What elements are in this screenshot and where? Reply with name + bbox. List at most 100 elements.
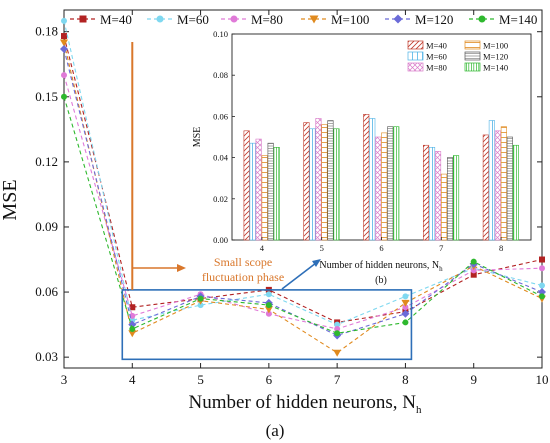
main-series-lines [60, 17, 546, 357]
bar [393, 126, 400, 241]
inset-y-tick-label: 0.00 [213, 235, 228, 245]
main-x-axis-label: Number of hidden neurons, Nh [189, 392, 422, 416]
inset-legend-swatch [407, 51, 424, 61]
legend-item-m-60: M=60 [147, 12, 209, 27]
data-point-marker [197, 295, 204, 302]
bar [267, 142, 274, 241]
main-x-axis-label-subscript: h [416, 404, 422, 416]
bar [321, 124, 328, 241]
data-point-marker [333, 349, 342, 357]
main-x-tick-label: 4 [129, 372, 136, 387]
main-x-tick-label: 6 [266, 372, 273, 387]
highlight-box [121, 289, 413, 361]
bar [452, 155, 460, 241]
data-point-marker [539, 256, 545, 263]
inset-legend-label: M=140 [483, 63, 508, 73]
data-point-marker [539, 293, 545, 300]
inset-x-tick-label: 7 [439, 243, 443, 253]
main-y-tick-label: 0.18 [35, 24, 58, 39]
bar [315, 118, 322, 241]
inset-legend-item-m-60: M=60 [407, 51, 447, 62]
bar [482, 134, 489, 241]
bar [488, 120, 495, 241]
inset-x-axis-label: Number of hidden neurons, Nh [319, 260, 443, 273]
bar-group-6 [363, 114, 400, 241]
data-point-marker [538, 288, 546, 297]
inset-x-tick-label: 8 [499, 243, 503, 253]
data-point-marker [401, 299, 410, 307]
data-point-marker [264, 306, 273, 314]
bar [434, 151, 442, 241]
inset-axis-ticks: 0.00 0.02 0.04 0.06 0.08 0.10 4 5 6 7 8 [213, 29, 503, 253]
data-point-marker [60, 39, 68, 47]
data-point-marker [470, 258, 477, 265]
data-point-marker [393, 14, 403, 24]
inset-legend-item-m-140: M=140 [464, 62, 508, 73]
data-point-marker [334, 325, 341, 332]
bar [428, 147, 436, 241]
data-point-marker [401, 309, 410, 318]
bar [261, 155, 268, 241]
inset-y-tick-label: 0.10 [213, 29, 228, 39]
inset-y-tick-label: 0.02 [213, 194, 228, 204]
data-point-marker [470, 267, 477, 274]
inset-y-axis-label: MSE [192, 127, 203, 148]
legend-item-m-120: M=120 [385, 12, 453, 27]
inset-y-tick-label: 0.06 [213, 111, 228, 121]
inset-legend-item-m-40: M=40 [407, 41, 447, 51]
inset-legend-swatch [464, 51, 481, 61]
legend-label: M=120 [415, 12, 453, 27]
bar [446, 157, 454, 241]
inset-legend: M=40 M=100 M=60 M=120 M=80 M=140 [407, 41, 508, 73]
bar [243, 130, 250, 241]
data-point-marker [478, 15, 486, 23]
data-point-marker [129, 304, 136, 311]
inset-bars [243, 114, 519, 241]
bar [375, 136, 382, 241]
legend-item-m-40: M=40 [70, 12, 132, 27]
annotation-text-line1: Small scope [214, 255, 272, 269]
data-point-marker [61, 93, 67, 100]
main-y-tick-label: 0.09 [35, 219, 58, 234]
inset-caption: (b) [375, 275, 387, 286]
series-line [63, 96, 543, 334]
legend-label: M=100 [331, 12, 369, 27]
data-point-marker [60, 45, 68, 54]
data-point-marker [79, 15, 87, 23]
series-m-140 [61, 93, 545, 337]
data-point-marker [128, 330, 137, 338]
legend-item-m-140: M=140 [469, 12, 537, 27]
bar [369, 118, 376, 241]
inset-x-axis-label-text: Number of hidden neurons, N [319, 260, 439, 271]
bar [333, 128, 340, 241]
main-y-tick-label: 0.15 [35, 89, 58, 104]
inset-legend-item-m-80: M=80 [407, 63, 447, 73]
data-point-marker [156, 15, 164, 23]
bar [422, 144, 430, 241]
data-point-marker [265, 310, 272, 317]
legend-label: M=140 [499, 12, 537, 27]
data-point-marker [265, 291, 272, 298]
inset-x-tick-label: 4 [260, 243, 265, 253]
series-line [63, 20, 543, 326]
bar [303, 122, 310, 241]
legend-item-m-100: M=100 [301, 12, 369, 27]
legend-label: M=60 [177, 12, 209, 27]
bar-group-4 [243, 130, 280, 241]
bar-group-8 [482, 120, 519, 241]
main-y-tick-label: 0.12 [35, 154, 58, 169]
data-point-marker [309, 15, 319, 24]
bar [309, 128, 316, 241]
main-x-tick-label: 8 [402, 372, 409, 387]
legend-label: M=80 [251, 12, 283, 27]
main-x-tick-label: 9 [470, 372, 477, 387]
bar [387, 126, 394, 241]
bar-group-7 [422, 144, 460, 241]
inset-legend-label: M=120 [483, 52, 508, 62]
data-point-marker [230, 15, 238, 23]
annotation-text-line2: fluctuation phase [202, 270, 284, 284]
bar [273, 147, 280, 241]
data-point-marker [402, 319, 409, 326]
inset-legend-swatch [464, 62, 481, 72]
data-point-marker [129, 325, 136, 332]
